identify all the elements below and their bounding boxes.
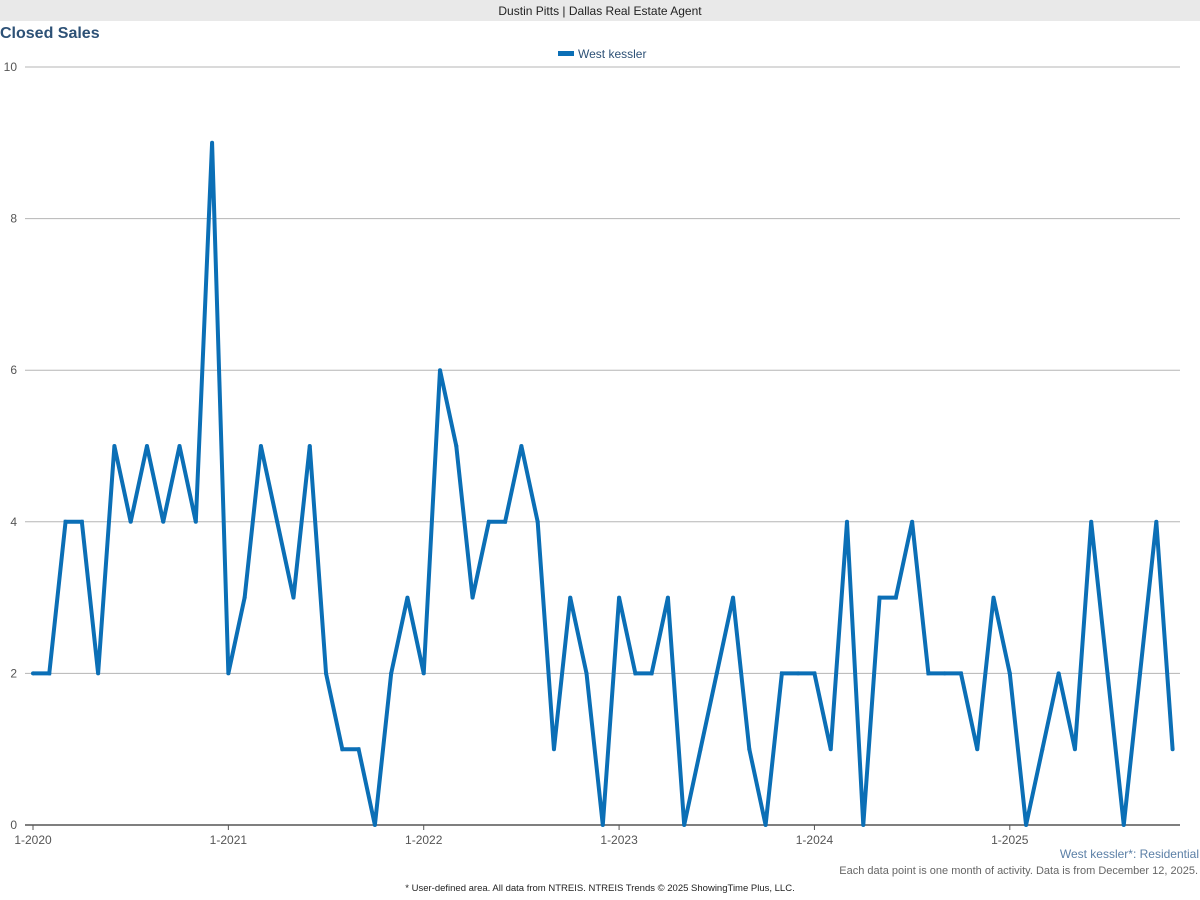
- data-point: [161, 519, 166, 524]
- data-point: [910, 519, 915, 524]
- data-point: [845, 519, 849, 524]
- data-point: [747, 747, 752, 752]
- data-point: [1154, 519, 1159, 524]
- x-tick-label: 1-2021: [210, 833, 248, 847]
- y-tick-label: 6: [10, 363, 17, 377]
- data-point: [568, 595, 573, 600]
- data-point: [779, 671, 784, 676]
- data-point: [503, 519, 508, 524]
- data-point: [291, 595, 296, 600]
- data-point: [551, 747, 556, 752]
- data-point: [486, 519, 491, 524]
- data-point: [356, 747, 361, 752]
- page-header: Dustin Pitts | Dallas Real Estate Agent: [0, 0, 1200, 21]
- data-point: [1072, 747, 1077, 752]
- data-point: [600, 823, 605, 827]
- data-point: [1138, 671, 1143, 676]
- data-point: [31, 671, 35, 676]
- legend-label: West kessler: [578, 47, 646, 61]
- data-point: [1056, 671, 1061, 676]
- data-point: [584, 671, 589, 676]
- data-point: [226, 671, 231, 676]
- data-point: [682, 823, 687, 827]
- data-point: [649, 671, 654, 676]
- data-point: [144, 444, 149, 448]
- data-point: [1121, 823, 1126, 827]
- data-note: Each data point is one month of activity…: [839, 865, 1198, 877]
- y-tick-label: 8: [10, 212, 17, 226]
- data-point: [454, 444, 459, 448]
- data-point: [633, 671, 638, 676]
- data-point: [177, 444, 182, 448]
- series-note: West kessler*: Residential: [1059, 847, 1199, 861]
- legend-swatch: [558, 51, 574, 56]
- data-point: [307, 444, 312, 448]
- y-tick-label: 2: [10, 666, 17, 680]
- data-point: [763, 823, 768, 827]
- data-point: [1007, 671, 1012, 676]
- data-point: [470, 595, 475, 600]
- x-tick-label: 1-2025: [991, 833, 1029, 847]
- data-point: [405, 595, 410, 600]
- data-point: [812, 671, 817, 676]
- data-point: [210, 140, 215, 145]
- x-tick-label: 1-2024: [796, 833, 834, 847]
- data-point: [926, 671, 931, 676]
- y-tick-label: 10: [4, 60, 18, 74]
- data-point: [1105, 671, 1110, 676]
- data-point: [193, 519, 198, 524]
- footer-note: * User-defined area. All data from NTREI…: [405, 883, 795, 894]
- data-point: [714, 671, 719, 676]
- x-tick-label: 1-2023: [600, 833, 638, 847]
- data-point: [242, 595, 247, 600]
- chart-title: Closed Sales: [0, 25, 100, 42]
- data-point: [698, 747, 703, 752]
- data-point: [893, 595, 898, 600]
- data-point: [63, 519, 68, 524]
- data-point: [975, 747, 980, 752]
- data-point: [942, 671, 947, 676]
- data-point: [421, 671, 426, 676]
- x-tick-label: 1-2022: [405, 833, 443, 847]
- data-point: [340, 747, 345, 752]
- data-point: [258, 444, 263, 448]
- data-point: [991, 595, 996, 600]
- data-point: [372, 823, 377, 827]
- data-point: [112, 444, 117, 448]
- legend: West kessler: [558, 47, 646, 61]
- data-point: [519, 444, 524, 448]
- data-point: [128, 519, 133, 524]
- data-point: [861, 823, 866, 827]
- data-point: [617, 595, 622, 600]
- data-point: [877, 595, 882, 600]
- data-point: [665, 595, 670, 600]
- data-point: [1024, 823, 1029, 827]
- data-point: [275, 519, 280, 524]
- data-point: [389, 671, 394, 676]
- data-point: [796, 671, 801, 676]
- data-point: [1089, 519, 1094, 524]
- data-point: [958, 671, 963, 676]
- data-point: [828, 747, 833, 752]
- data-point: [731, 595, 736, 600]
- data-point: [1040, 747, 1045, 752]
- data-point: [1170, 747, 1175, 752]
- data-point: [96, 671, 101, 676]
- series-line-west-kessler: [33, 142, 1175, 826]
- data-point: [47, 671, 52, 676]
- data-point: [79, 519, 84, 524]
- data-point: [438, 368, 442, 373]
- data-point: [535, 519, 540, 524]
- y-tick-label: 4: [10, 515, 17, 529]
- x-tick-label: 1-2020: [14, 833, 52, 847]
- y-tick-label: 0: [10, 818, 17, 832]
- data-point: [324, 671, 329, 676]
